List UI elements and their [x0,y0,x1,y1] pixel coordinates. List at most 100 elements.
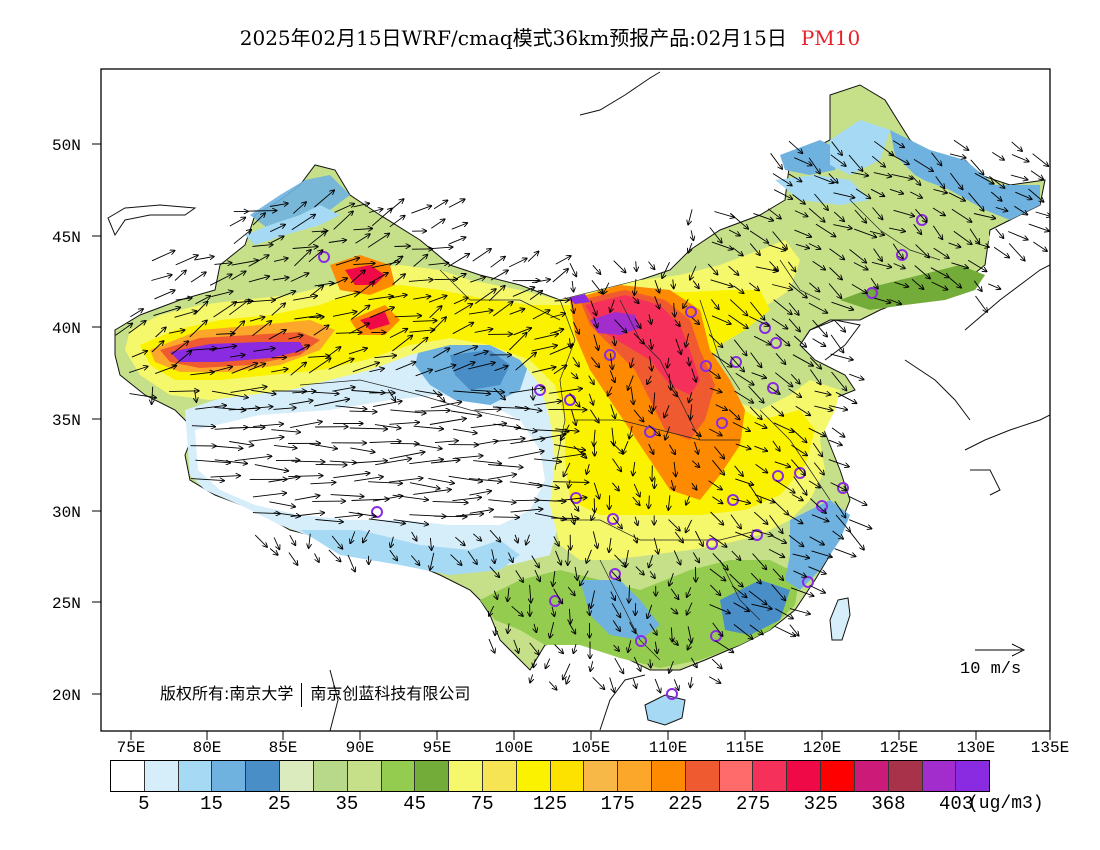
wind-arrow [915,244,930,258]
wind-arrow [590,409,598,423]
wind-arrow [412,443,442,449]
wind-arrow [372,262,399,268]
wind-arrow [209,346,236,351]
wind-arrow [674,461,676,477]
wind-arrow [248,255,269,267]
wind-arrow [953,230,972,244]
wind-arrow [670,607,678,614]
wind-arrow [229,427,264,428]
wind-arrow [669,373,671,390]
wind-arrow [549,389,582,394]
wind-arrow [667,357,669,368]
wind-arrow [673,279,674,289]
wind-arrow [830,482,847,491]
wind-arrow [732,421,750,431]
wind-arrow [808,302,827,313]
wind-arrow [594,443,595,456]
wind-arrow [931,281,948,290]
wind-arrow [131,351,147,358]
wind-arrow [809,282,819,292]
wind-arrow [772,568,783,580]
wind-arrow [248,276,269,283]
legend-swatch-4 [246,761,281,791]
wind-arrow [688,209,693,224]
wind-arrow [469,510,493,514]
wind-arrow [509,258,527,268]
wind-arrow [635,566,644,575]
wind-arrow [631,357,634,368]
wind-arrow [809,369,820,385]
wind-arrow [492,549,495,563]
wind-arrow [675,338,681,354]
wind-arrow [769,261,779,270]
wind-arrow [195,296,211,305]
wind-arrow [534,569,540,581]
wind-arrow [128,321,146,334]
wind-arrow [428,477,454,483]
wind-arrow [790,373,800,383]
wind-arrow [634,534,637,542]
wind-arrow [632,296,639,303]
wind-arrow [854,228,876,237]
wind-arrow [248,211,277,212]
wind-arrow [450,554,462,566]
wind-arrow [733,285,744,293]
wind-arrow [688,357,690,365]
wind-arrow [570,500,578,511]
wind-arrow [430,402,461,409]
wind-arrow [793,570,806,577]
wind-arrow [812,338,826,347]
legend-swatch-2 [178,761,213,791]
wind-arrow [749,624,763,635]
wind-arrow [811,514,829,522]
wind-arrow [849,530,865,550]
wind-arrow [470,277,485,283]
wind-arrow [812,319,828,337]
wind-arrow [375,459,411,466]
wind-arrow [731,550,741,560]
wind-arrow [603,282,610,294]
wind-arrow [569,608,570,624]
wind-arrow [828,283,841,299]
wind-arrow [115,324,133,336]
wind-arrow [572,321,579,334]
wind-arrow [753,212,773,220]
legend-swatch-5 [280,761,314,791]
wind-arrow [591,590,596,609]
wind-arrow [455,536,465,545]
lon-tick-110: 110E [649,731,687,757]
wind-arrow [588,393,593,405]
wind-arrow [428,263,449,265]
wind-arrow [510,439,544,445]
legend-swatch-20 [787,761,822,791]
wind-arrow [194,302,208,315]
wind-arrow [569,263,576,276]
wind-arrow [674,302,675,317]
wind-arrow [452,497,481,502]
wind-arrow [587,463,590,474]
wind-arrow [707,263,717,275]
wind-arrow [493,387,505,400]
wind-arrow [564,462,571,476]
wind-arrow [874,297,890,303]
wind-arrow [973,280,982,291]
legend-swatch-0 [111,761,145,791]
wind-arrow [811,550,832,557]
wind-arrow [791,444,807,455]
legend-label: 225 [668,793,703,815]
wind-arrow [913,159,933,171]
wind-arrow [834,319,845,332]
wind-arrow [570,297,574,314]
wind-arrow [708,428,722,436]
wind-arrow [534,623,536,632]
wind-arrow [594,317,598,327]
legend-swatch-25 [956,761,990,791]
wind-arrow [911,278,924,289]
wind-arrow [830,154,846,166]
wind-arrow [493,302,512,317]
wind-arrow [788,173,802,182]
wind-arrow [575,566,577,580]
wind-arrow [455,514,484,516]
wind-arrow [229,300,249,316]
wind-arrow [514,406,542,411]
